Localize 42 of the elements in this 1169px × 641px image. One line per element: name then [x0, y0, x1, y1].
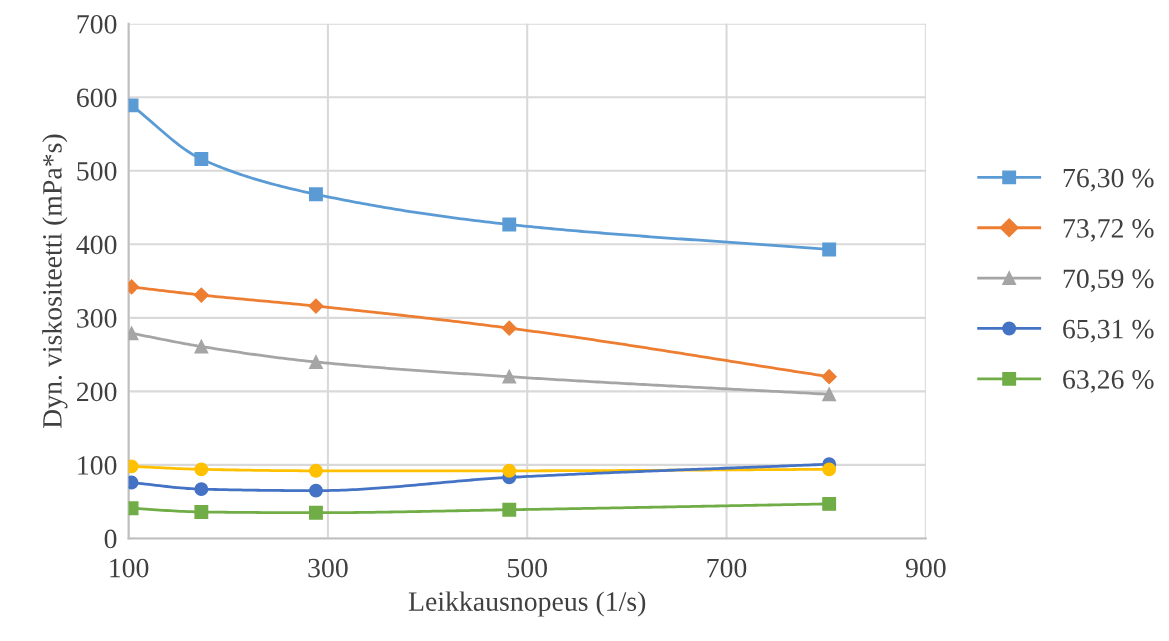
x-tick-label: 500: [508, 558, 547, 578]
point: [822, 242, 837, 257]
x-tick-label: 900: [905, 558, 946, 578]
y-axis-title: Dyn. viskositeetti (mPa*s): [42, 134, 68, 429]
legend-label: 73,72 %: [1063, 219, 1154, 242]
legend-label: 70,59 %: [1063, 269, 1154, 293]
point: [194, 152, 209, 166]
point: [502, 369, 517, 384]
point: [308, 298, 324, 314]
point: [194, 462, 209, 477]
point: [309, 505, 323, 520]
legend-label: 63,26 %: [1063, 370, 1154, 393]
y-tick-label: 700: [77, 14, 117, 34]
point: [502, 217, 517, 232]
y-tick-label: 500: [77, 161, 117, 181]
point: [502, 463, 517, 478]
point: [309, 355, 323, 369]
y-tick-label: 0: [104, 529, 117, 549]
point: [194, 505, 209, 519]
legend-label: 65,31 %: [1063, 319, 1154, 343]
y-tick-label: 100: [78, 456, 117, 475]
y-tick-label: 300: [77, 309, 117, 328]
point: [822, 462, 837, 477]
point: [193, 287, 209, 303]
y-tick-label: 200: [77, 382, 117, 402]
point: [502, 502, 517, 517]
legend-label: 76,30 %: [1063, 168, 1154, 192]
point: [501, 320, 517, 336]
x-tick-label: 700: [707, 558, 747, 578]
point: [309, 187, 323, 202]
point: [822, 387, 837, 402]
point: [309, 483, 323, 498]
x-axis-title: Leikkausnopeus (1/s): [408, 591, 646, 617]
point: [309, 463, 323, 478]
y-tick-label: 600: [77, 88, 117, 108]
point: [194, 482, 209, 497]
x-tick-label: 300: [308, 558, 348, 578]
x-tick-label: 100: [110, 558, 149, 578]
point: [822, 496, 837, 511]
point: [194, 339, 209, 354]
y-tick-label: 400: [76, 235, 117, 255]
point: [821, 369, 837, 385]
